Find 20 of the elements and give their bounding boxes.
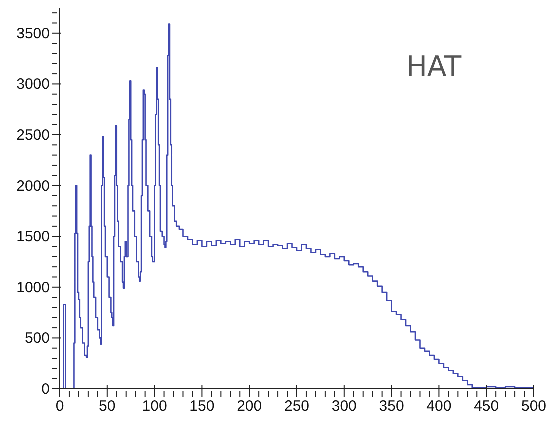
y-tick-label: 3500 [16,25,50,42]
y-tick-label: 1000 [16,279,50,296]
y-tick-label: 2000 [16,178,50,195]
y-tick-label: 500 [24,330,50,348]
x-tick-label: 400 [426,398,452,415]
x-tick-label: 300 [332,398,357,415]
x-tick-label: 100 [142,398,168,415]
text: HAT [405,50,463,83]
x-tick-label: 50 [99,398,116,415]
x-tick-label: 200 [237,398,262,415]
x-tick-label: 0 [56,398,64,415]
x-tick-label: 250 [284,398,310,415]
y-tick-label: 1500 [16,228,50,246]
y-tick-label: 3000 [16,76,50,94]
x-tick-label: 500 [521,398,547,415]
y-tick-label: 2500 [16,127,50,144]
y-tick-label: 0 [42,381,50,398]
x-tick-label: 150 [190,398,215,415]
x-tick-label: 450 [474,398,500,415]
x-tick-label: 350 [379,398,404,415]
